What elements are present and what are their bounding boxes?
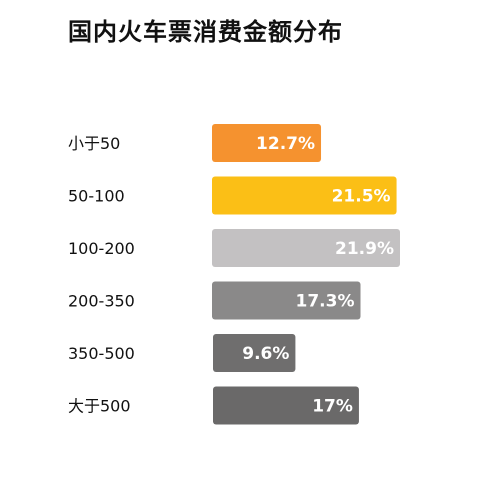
- category-label: 小于50: [68, 134, 120, 153]
- category-label: 200-350: [68, 292, 135, 311]
- bar: [212, 281, 361, 320]
- data-label: 17.3%: [296, 292, 355, 312]
- category-label: 50-100: [68, 187, 125, 206]
- data-label: 12.7%: [256, 134, 315, 154]
- bar: [213, 334, 296, 372]
- data-label: 21.5%: [332, 187, 391, 207]
- bar: [212, 124, 322, 162]
- data-label: 9.6%: [242, 344, 289, 364]
- category-label: 100-200: [68, 239, 135, 258]
- bar: [212, 229, 400, 267]
- data-label: 21.9%: [335, 239, 394, 259]
- category-label: 大于500: [68, 397, 131, 416]
- bar: [212, 176, 397, 215]
- chart-title: 国内火车票消费金额分布: [68, 18, 343, 46]
- bar: [213, 386, 359, 425]
- category-label: 350-500: [68, 344, 135, 363]
- data-label: 17%: [312, 397, 353, 417]
